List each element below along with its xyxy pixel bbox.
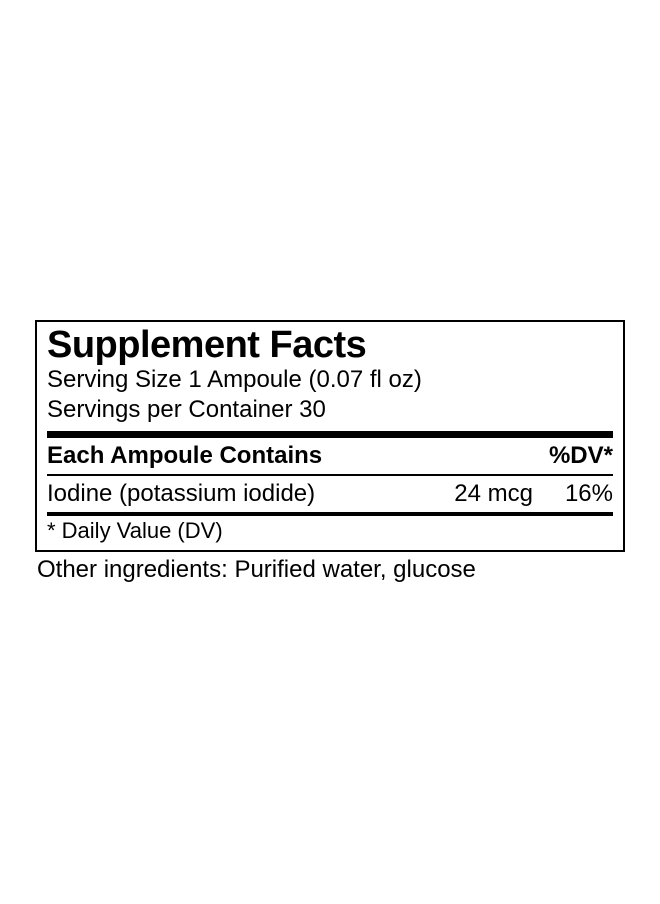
nutrient-amount: 24 mcg (423, 480, 533, 508)
divider-thick (47, 431, 613, 438)
header-right: %DV* (549, 442, 613, 470)
nutrient-name: Iodine (potassium iodide) (47, 480, 423, 508)
supplement-facts-panel: Supplement Facts Serving Size 1 Ampoule … (35, 320, 625, 553)
table-row: Iodine (potassium iodide) 24 mcg 16% (47, 478, 613, 510)
divider-thin (47, 474, 613, 476)
dv-footnote: * Daily Value (DV) (47, 516, 613, 548)
nutrient-dv: 16% (533, 480, 613, 508)
header-left: Each Ampoule Contains (47, 442, 322, 470)
other-ingredients: Other ingredients: Purified water, gluco… (35, 552, 625, 584)
serving-size: Serving Size 1 Ampoule (0.07 fl oz) (47, 365, 613, 395)
panel-title: Supplement Facts (47, 326, 613, 366)
servings-per-container: Servings per Container 30 (47, 395, 613, 425)
column-header-row: Each Ampoule Contains %DV* (47, 440, 613, 472)
